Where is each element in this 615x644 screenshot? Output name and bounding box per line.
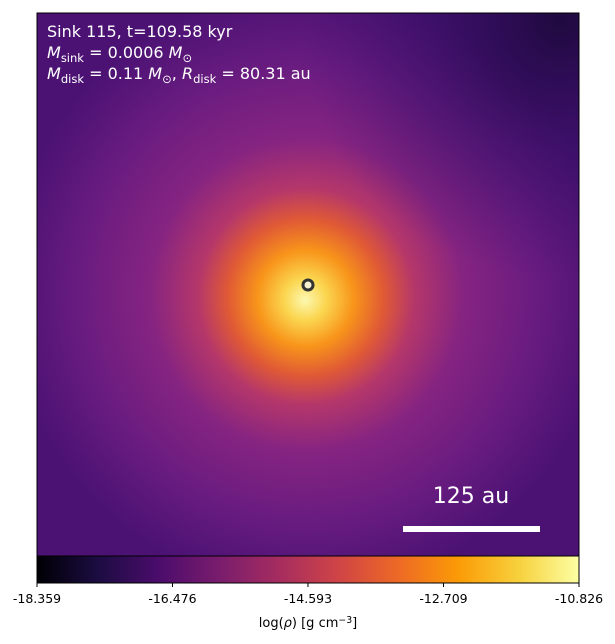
subscript: disk	[61, 72, 85, 86]
text: log(	[259, 616, 284, 631]
annotation: Sink 115, t=109.58 kyr	[47, 22, 233, 41]
annotation: Mdisk = 0.11 M⊙, Rdisk = 80.31 au	[47, 64, 311, 86]
text: R	[182, 64, 193, 83]
colorbar-axis: -18.359 -16.476 -14.593 -12.709 -10.826	[13, 583, 603, 606]
text: = 0.0006	[84, 43, 169, 62]
text: ) [g cm	[292, 616, 338, 631]
text: M	[47, 43, 61, 62]
text: M	[47, 64, 61, 83]
colorbar-label: log(ρ) [g cm−3]	[259, 615, 358, 631]
text: M	[148, 64, 162, 83]
text: ρ	[284, 616, 293, 631]
annotation: Msink = 0.0006 M⊙	[47, 43, 192, 65]
tick-label: -12.709	[419, 591, 467, 606]
scale-bar-label: 125 au	[433, 484, 509, 509]
text: ]	[352, 616, 357, 631]
superscript: −3	[338, 615, 352, 626]
sink-marker	[301, 278, 315, 292]
subscript: disk	[193, 72, 217, 86]
tick-label: -18.359	[13, 591, 61, 606]
tick-label: -10.826	[555, 591, 603, 606]
subscript: sink	[61, 51, 84, 65]
text: M	[169, 43, 183, 62]
text: Sink 115, t=109.58 kyr	[47, 22, 233, 41]
tick-label: -16.476	[148, 591, 196, 606]
subscript: ⊙	[162, 72, 172, 86]
tick-label: -14.593	[284, 591, 332, 606]
colorbar	[36, 555, 580, 584]
subscript: ⊙	[182, 51, 192, 65]
text: ,	[172, 64, 182, 83]
text: = 0.11	[84, 64, 148, 83]
text: = 80.31 au	[216, 64, 310, 83]
